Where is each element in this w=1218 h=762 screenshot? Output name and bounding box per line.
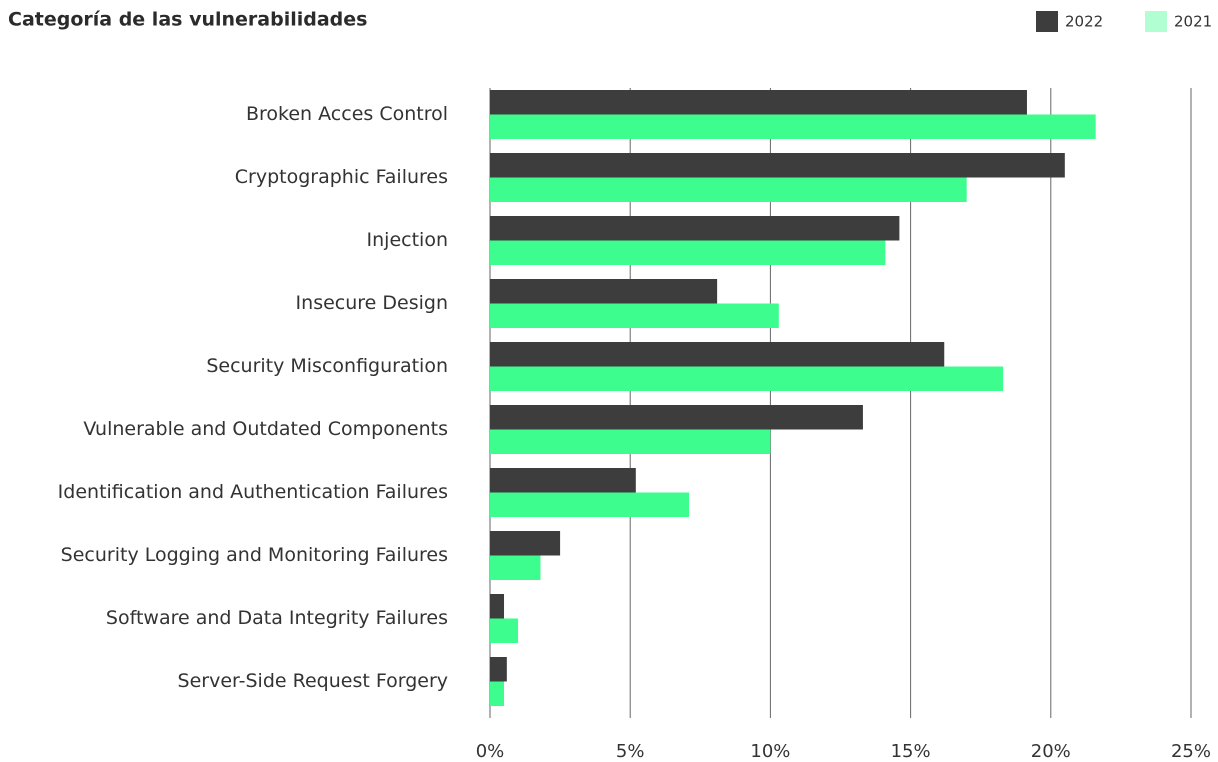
x-tick-label: 5% <box>616 741 645 762</box>
bar <box>490 216 900 241</box>
bar <box>490 468 636 493</box>
bar <box>490 657 507 682</box>
bar <box>490 492 690 517</box>
bar <box>490 681 505 706</box>
bar <box>490 240 886 265</box>
bar <box>490 177 967 202</box>
x-tick-label: 25% <box>1171 741 1211 762</box>
bar <box>490 594 505 619</box>
y-tick-label: Cryptographic Failures <box>235 166 448 188</box>
bar <box>490 153 1065 178</box>
x-tick-label: 15% <box>891 741 931 762</box>
y-tick-label: Software and Data Integrity Failures <box>106 607 448 629</box>
legend-label: 2022 <box>1065 13 1103 31</box>
bar <box>490 90 1027 115</box>
x-tick-label: 0% <box>476 741 505 762</box>
bar <box>490 618 519 643</box>
legend-label: 2021 <box>1174 13 1212 31</box>
bar <box>490 405 863 430</box>
y-tick-label: Security Logging and Monitoring Failures <box>61 544 448 566</box>
bar <box>490 366 1004 391</box>
bar <box>490 342 945 367</box>
y-tick-label: Security Misconfiguration <box>206 355 448 377</box>
x-tick-label: 20% <box>1031 741 1071 762</box>
legend-swatch <box>1145 11 1167 32</box>
bar <box>490 555 541 580</box>
y-tick-label: Vulnerable and Outdated Components <box>83 418 448 440</box>
chart-title: Categoría de las vulnerabilidades <box>8 9 367 31</box>
bar <box>490 429 771 454</box>
bar <box>490 114 1096 139</box>
bar <box>490 303 779 328</box>
bar <box>490 279 718 304</box>
x-tick-label: 10% <box>750 741 790 762</box>
bar <box>490 531 561 556</box>
y-tick-label: Server-Side Request Forgery <box>178 670 448 692</box>
y-tick-label: Identification and Authentication Failur… <box>58 481 448 503</box>
y-tick-label: Insecure Design <box>296 292 448 314</box>
y-tick-label: Injection <box>367 229 448 251</box>
legend-swatch <box>1036 11 1058 32</box>
y-tick-label: Broken Acces Control <box>246 103 448 125</box>
